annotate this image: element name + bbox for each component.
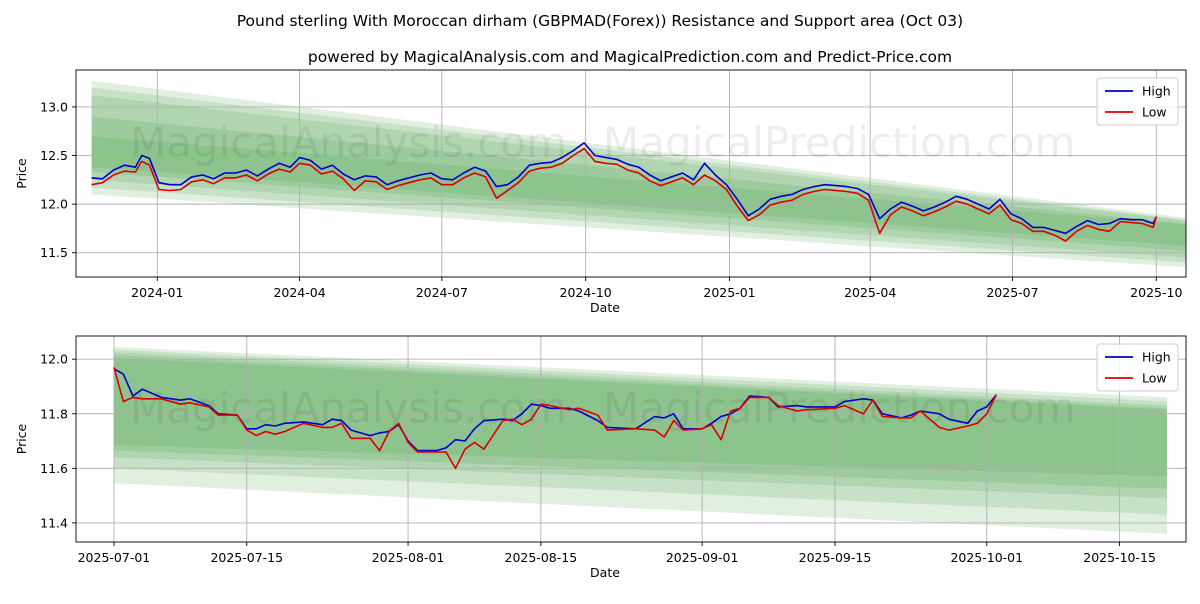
chart-title: Pound sterling With Moroccan dirham (GBP…: [237, 12, 963, 30]
y-tick-label: 11.5: [40, 245, 68, 260]
series-line-high: [91, 142, 1158, 235]
legend-label-high: High: [1142, 84, 1171, 99]
x-tick-label: 2025-07-15: [210, 550, 283, 565]
watermark-right: MagicalPrediction.com: [603, 384, 1076, 433]
main-price-chart: MagicalAnalysis.com MagicalPrediction.com…: [14, 69, 1187, 315]
plot-area: MagicalAnalysis.com MagicalPrediction.com: [76, 336, 1186, 542]
band-layer-2: [91, 87, 1186, 263]
y-axis-label: Price: [14, 158, 29, 189]
band-layer-2: [113, 349, 1167, 515]
band-layer-1: [113, 346, 1167, 534]
x-tick-label: 2025-01: [703, 285, 755, 300]
legend-box: [1096, 77, 1179, 126]
y-tick-label: 12.0: [40, 352, 68, 367]
legend-label-low: Low: [1142, 105, 1167, 120]
band-layer-5: [91, 136, 1186, 246]
series-line-low: [113, 367, 998, 470]
watermark-left: MagicalAnalysis.com: [130, 118, 567, 167]
x-tick-label: 2025-07: [986, 285, 1038, 300]
legend-label-high: High: [1142, 350, 1171, 365]
x-tick-label: 2025-09-01: [666, 550, 739, 565]
y-tick-label: 12.5: [40, 148, 68, 163]
x-tick-label: 2024-10: [560, 285, 612, 300]
y-tick-label: 11.4: [40, 515, 68, 530]
chart-subtitle: powered by MagicalAnalysis.com and Magic…: [308, 48, 952, 66]
plot-frame: [75, 335, 1187, 543]
y-tick-label: 12.0: [40, 197, 68, 212]
y-axis-label: Price: [14, 423, 29, 454]
legend-label-low: Low: [1142, 371, 1167, 386]
x-tick-label: 2025-08-01: [372, 550, 445, 565]
x-tick-label: 2025-08-15: [505, 550, 578, 565]
zoom-price-chart: MagicalAnalysis.com MagicalPrediction.com…: [14, 335, 1187, 580]
series-line-high: [113, 368, 997, 452]
chart-legend: High Low: [1096, 77, 1179, 126]
watermark-left: MagicalAnalysis.com: [130, 384, 567, 433]
x-tick-label: 2025-09-15: [799, 550, 872, 565]
x-tick-label: 2025-07-01: [78, 550, 151, 565]
chart-legend: High Low: [1096, 343, 1179, 392]
x-axis-label: Date: [590, 300, 620, 315]
x-tick-label: 2024-01: [131, 285, 183, 300]
x-tick-label: 2025-10: [1130, 285, 1182, 300]
series-line-low: [91, 147, 1158, 242]
legend-box: [1096, 343, 1179, 392]
watermark-right: MagicalPrediction.com: [603, 118, 1076, 167]
y-tick-label: 13.0: [40, 99, 68, 114]
x-tick-label: 2025-04: [844, 285, 896, 300]
y-tick-label: 11.8: [40, 406, 68, 421]
band-layer-1: [91, 80, 1186, 268]
x-axis-label: Date: [590, 565, 620, 580]
x-tick-label: 2025-10-01: [950, 550, 1023, 565]
plot-background: [76, 336, 1186, 542]
x-tick-label: 2025-10-15: [1083, 550, 1156, 565]
y-tick-label: 11.6: [40, 461, 68, 476]
band-layer-3: [91, 95, 1186, 258]
band-layer-4: [91, 116, 1186, 251]
band-layer-4: [113, 355, 1167, 489]
x-tick-label: 2024-04: [273, 285, 325, 300]
plot-area: MagicalAnalysis.com MagicalPrediction.com: [76, 70, 1186, 277]
plot-frame: [75, 69, 1187, 278]
x-tick-label: 2024-07: [416, 285, 468, 300]
